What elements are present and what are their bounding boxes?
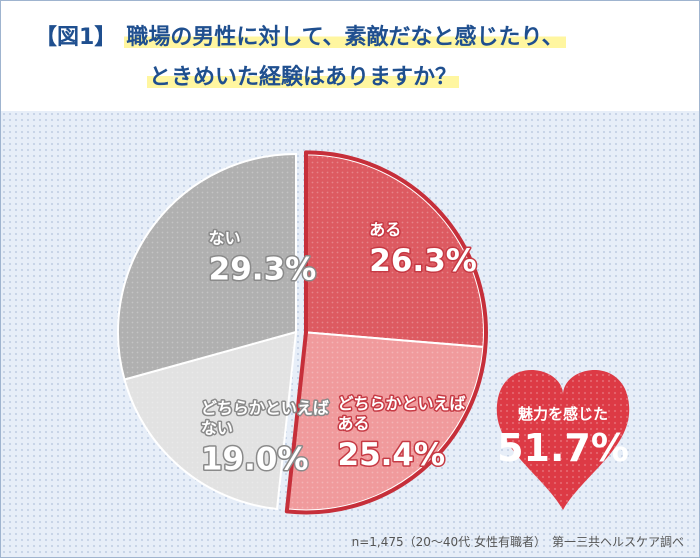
pie-slice-texture-2 [124,332,297,509]
heart-texture [496,370,630,510]
pie-slice-texture-1 [287,332,484,511]
highlight-label: 魅力を感じた [518,405,608,423]
title-text-1: 職場の男性に対して、素敵だなと感じたり、 [124,25,566,50]
figure-label: 【図1】 [35,25,117,50]
highlight-outline [284,150,488,515]
pie-slices [117,150,488,515]
title-line-2: ときめいた経験はありますか？ [147,63,460,93]
title-line-1: 【図1】 職場の男性に対して、素敵だなと感じたり、 [35,23,566,53]
slice-category-label-1-1: ある [338,414,370,433]
chart-title: 【図1】 職場の男性に対して、素敵だなと感じたり、 ときめいた経験はありますか？ [1,1,699,111]
slice-category-label-1-0: どちらかといえば [338,394,466,413]
pie-slice-texture-3 [118,154,297,380]
slice-category-label-3-0: ない [209,229,241,248]
source-footnote: n=1,475（20～40代 女性有職者） 第一三共ヘルスケア調べ [351,535,684,549]
slice-category-label-2-1: ない [201,418,233,437]
slice-value-label-2: 19.0% [201,441,309,477]
slice-value-label-0: 26.3% [369,243,477,279]
slice-category-label-2-0: どちらかといえば [201,398,329,417]
slice-category-label-0-0: ある [369,220,401,239]
slice-value-label-3: 29.3% [209,252,317,288]
slice-value-label-1: 25.4% [338,437,446,473]
pie-labels: ある26.3%どちらかといえばある25.4%どちらかといえばない19.0%ない2… [199,218,478,479]
highlight-heart: 魅力を感じた 51.7% [496,370,630,510]
pie-slice-texture-0 [305,154,484,347]
title-text-2: ときめいた経験はありますか？ [147,65,460,90]
highlight-value: 51.7% [497,426,629,470]
